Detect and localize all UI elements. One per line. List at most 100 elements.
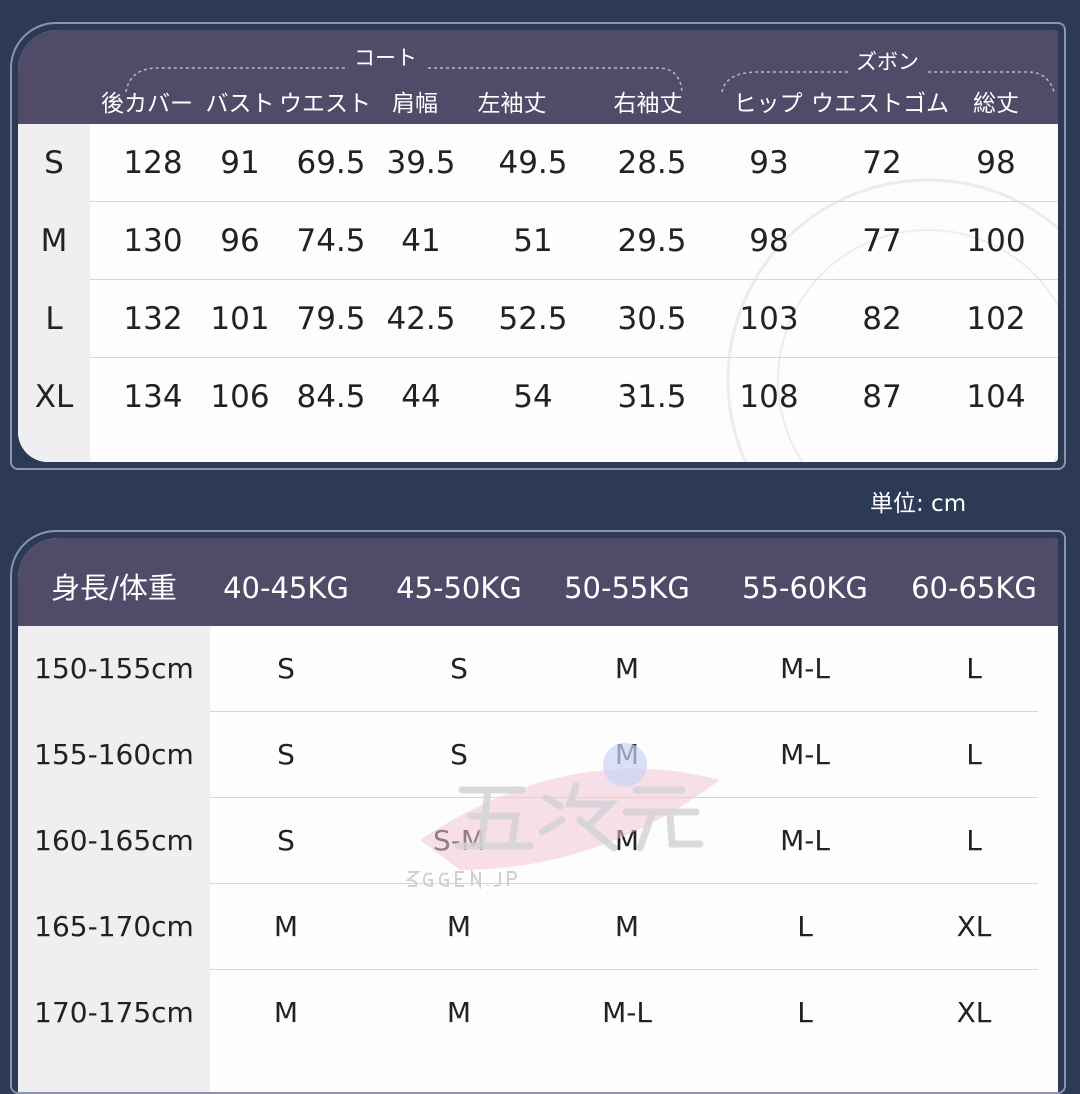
- measurement-cell: 132: [123, 301, 183, 337]
- measurement-cell: 98: [976, 145, 1016, 181]
- measurement-cell: 130: [123, 223, 183, 259]
- measurement-cell: 41: [401, 223, 441, 259]
- measurement-cell: 51: [513, 223, 553, 259]
- measurement-cell: 93: [749, 145, 789, 181]
- table-row: 170-175cm M M M-L L XL: [18, 970, 1058, 1056]
- size-cell: L: [797, 996, 813, 1029]
- table-header: コート ズボン 後カバー バスト ウエスト 肩幅 左袖丈 右袖丈 ヒップ ウエス…: [18, 30, 1058, 124]
- size-cell: M: [614, 738, 640, 771]
- size-cell: M-L: [602, 996, 652, 1029]
- measurement-cell: 103: [739, 301, 799, 337]
- size-cell: S: [277, 652, 295, 685]
- size-cell: M-L: [780, 652, 830, 685]
- measurement-cell: 69.5: [296, 145, 366, 181]
- size-cell: M: [614, 652, 640, 685]
- measurement-cell: 77: [862, 223, 902, 259]
- measurement-cell: 128: [123, 145, 183, 181]
- measurement-cell: 42.5: [386, 301, 456, 337]
- column-header: 50-55KG: [564, 571, 690, 605]
- column-header: 後カバー: [101, 91, 193, 117]
- measurement-table: コート ズボン 後カバー バスト ウエスト 肩幅 左袖丈 右袖丈 ヒップ ウエス…: [10, 22, 1066, 470]
- measurement-cell: 74.5: [296, 223, 366, 259]
- measurement-cell: 100: [966, 223, 1026, 259]
- measurement-cell: 108: [739, 379, 799, 415]
- group-bracket-lines: [125, 67, 1055, 93]
- measurement-cell: 91: [220, 145, 260, 181]
- row-divider: [90, 357, 1058, 358]
- corner-header: 身長/体重: [51, 571, 177, 605]
- height-column-bg: [18, 626, 210, 1092]
- column-header: 60-65KG: [911, 571, 1037, 605]
- column-header: 総丈: [973, 91, 1019, 117]
- table-row: XL 134 106 84.5 44 54 31.5 108 87 104: [18, 358, 1058, 436]
- size-cell: S: [277, 824, 295, 857]
- measurement-cell: 30.5: [617, 301, 687, 337]
- size-cell: L: [966, 824, 982, 857]
- size-label: M: [40, 223, 68, 259]
- size-cell: L: [966, 738, 982, 771]
- size-cell: XL: [956, 996, 992, 1029]
- size-label: S: [44, 145, 64, 181]
- column-header: 左袖丈: [477, 91, 547, 117]
- size-cell: S: [450, 652, 468, 685]
- measurement-cell: 44: [401, 379, 441, 415]
- measurement-cell: 29.5: [617, 223, 687, 259]
- size-cell: L: [797, 910, 813, 943]
- measurement-cell: 79.5: [296, 301, 366, 337]
- table-row: M 130 96 74.5 41 51 29.5 98 77 100: [18, 202, 1058, 280]
- size-cell: M: [446, 910, 472, 943]
- row-divider: [90, 279, 1058, 280]
- measurement-cell: 82: [862, 301, 902, 337]
- measurement-cell: 104: [966, 379, 1026, 415]
- table-row: 160-165cm S S-M M M-L L: [18, 798, 1058, 884]
- size-column-bg: [18, 124, 90, 462]
- column-header: ウエストゴム: [811, 91, 949, 117]
- size-cell: M-L: [780, 824, 830, 857]
- group-label-pants: ズボン: [856, 50, 919, 74]
- measurement-cell: 31.5: [617, 379, 687, 415]
- unit-label: 単位: cm: [870, 491, 967, 517]
- size-cell: M: [273, 996, 299, 1029]
- table-row: 150-155cm S S M M-L L: [18, 626, 1058, 712]
- column-header: 肩幅: [392, 91, 438, 117]
- measurement-cell: 106: [210, 379, 270, 415]
- row-divider: [210, 711, 1038, 712]
- size-label: L: [45, 301, 63, 337]
- group-label-coat: コート: [354, 46, 417, 70]
- measurement-cell: 54: [513, 379, 553, 415]
- table-row: S 128 91 69.5 39.5 49.5 28.5 93 72 98: [18, 124, 1058, 202]
- measurement-cell: 72: [862, 145, 902, 181]
- table-row: 155-160cm S S M M-L L: [18, 712, 1058, 798]
- size-label: XL: [34, 379, 74, 415]
- measurement-cell: 98: [749, 223, 789, 259]
- column-header: ウエスト: [279, 91, 371, 117]
- measurement-cell: 87: [862, 379, 902, 415]
- measurement-cell: 49.5: [498, 145, 568, 181]
- column-header: 55-60KG: [742, 571, 868, 605]
- measurement-cell: 96: [220, 223, 260, 259]
- measurement-cell: 28.5: [617, 145, 687, 181]
- size-recommendation-table: 身長/体重 40-45KG 45-50KG 50-55KG 55-60KG 60…: [10, 530, 1066, 1094]
- column-header: ヒップ: [733, 91, 803, 117]
- height-label: 155-160cm: [34, 738, 194, 771]
- size-cell: M-L: [780, 738, 830, 771]
- table-row: 165-170cm M M M L XL: [18, 884, 1058, 970]
- size-cell: M: [614, 910, 640, 943]
- size-cell: M: [446, 996, 472, 1029]
- size-cell: S: [450, 738, 468, 771]
- row-divider: [210, 969, 1038, 970]
- table-row: L 132 101 79.5 42.5 52.5 30.5 103 82 102: [18, 280, 1058, 358]
- row-divider: [210, 883, 1038, 884]
- column-header: 45-50KG: [396, 571, 522, 605]
- measurement-cell: 52.5: [498, 301, 568, 337]
- measurement-cell: 102: [966, 301, 1026, 337]
- height-label: 170-175cm: [34, 996, 194, 1029]
- size-cell: M: [614, 824, 640, 857]
- height-label: 165-170cm: [34, 910, 194, 943]
- measurement-cell: 134: [123, 379, 183, 415]
- column-header: バスト: [205, 91, 275, 117]
- column-header: 右袖丈: [613, 91, 683, 117]
- row-divider: [90, 201, 1058, 202]
- size-cell: M: [273, 910, 299, 943]
- table-header: 身長/体重 40-45KG 45-50KG 50-55KG 55-60KG 60…: [18, 538, 1058, 626]
